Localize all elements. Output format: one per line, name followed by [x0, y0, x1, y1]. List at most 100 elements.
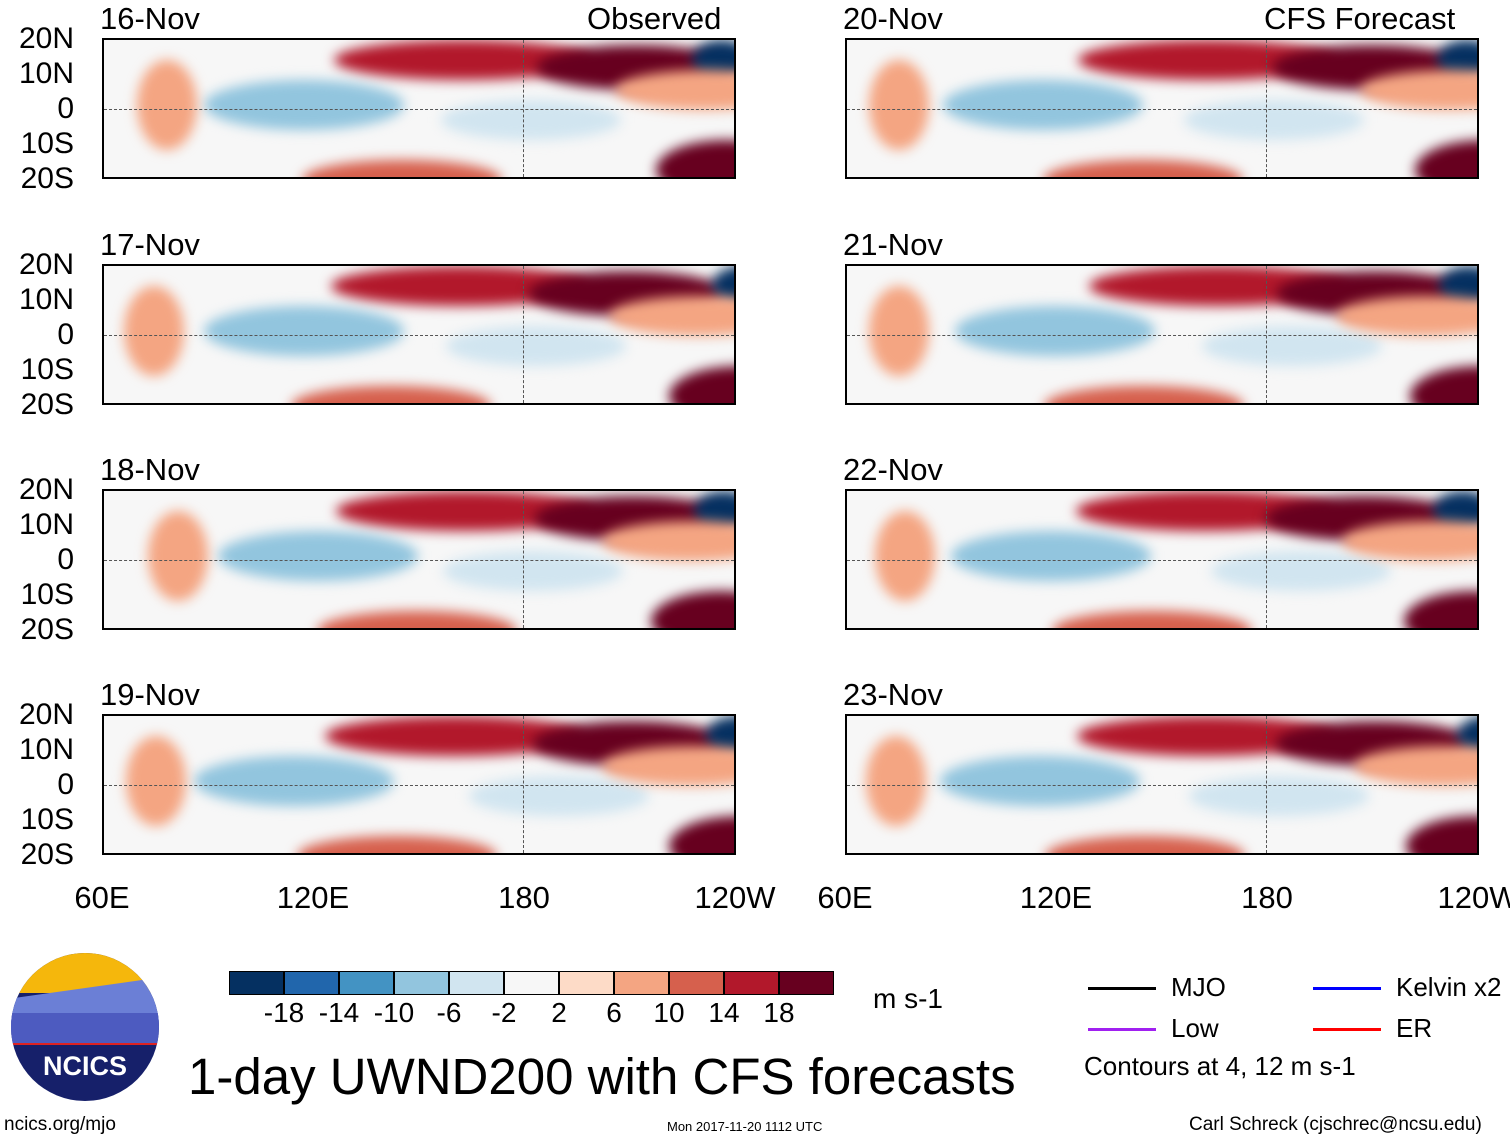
longitude-label: 60E [74, 880, 130, 915]
map-panel [845, 714, 1479, 855]
wind-anomaly-region [1044, 386, 1245, 403]
wind-anomaly-region [1404, 591, 1477, 628]
latitude-label: 10S [20, 803, 74, 836]
longitude-label: 120W [694, 880, 776, 915]
dateline [522, 266, 524, 403]
map-panel [845, 489, 1479, 630]
chart-title: 1-day UWND200 with CFS forecasts [188, 1048, 1016, 1105]
wind-anomaly-region [317, 611, 518, 628]
colorbar-label: 14 [708, 997, 740, 1028]
legend-line [1088, 1028, 1156, 1031]
wind-anomaly-region [297, 836, 498, 853]
dateline [522, 40, 524, 177]
equator-line [104, 559, 734, 561]
equator-line [847, 334, 1477, 336]
colorbar-label: -14 [318, 997, 360, 1028]
wind-anomaly-region [442, 551, 623, 591]
colorbar-swatch [449, 971, 504, 995]
map-panel [102, 38, 736, 179]
wind-anomaly-region [468, 776, 649, 816]
latitude-label: 10N [18, 57, 74, 90]
latitude-label: 20S [20, 838, 74, 871]
map-panel [102, 714, 736, 855]
panel-date: 22-Nov [843, 452, 943, 487]
wind-anomaly-region [1415, 140, 1477, 177]
wind-anomaly-region [291, 386, 492, 403]
wind-anomaly-region [147, 511, 208, 601]
longitude-label: 120E [1019, 880, 1093, 915]
logo-text: NCICS [42, 1051, 127, 1081]
wind-anomaly-region [123, 286, 184, 376]
wind-anomaly-region [1341, 521, 1477, 561]
wind-anomaly-region [668, 366, 734, 403]
right-header: CFS Forecast [1264, 1, 1456, 36]
latitude-label: 20N [18, 473, 74, 506]
legend-label: Low [1171, 1013, 1219, 1043]
colorbar-swatch [394, 971, 449, 995]
ncics-logo: NCICS [11, 953, 159, 1101]
dateline [522, 491, 524, 628]
colorbar-swatch [779, 971, 834, 995]
latitude-label: 20S [20, 162, 74, 195]
wind-anomaly-region [650, 591, 734, 628]
wind-anomaly-region [951, 531, 1152, 581]
wind-anomaly-region [869, 60, 930, 150]
legend-line [1313, 987, 1381, 990]
legend-line [1088, 987, 1156, 990]
panel-date: 18-Nov [100, 452, 200, 487]
latitude-label: 20N [18, 22, 74, 55]
wind-anomaly-region [204, 80, 405, 130]
wind-anomaly-region [942, 80, 1143, 130]
panel-date: 19-Nov [100, 677, 200, 712]
latitude-label: 20N [18, 248, 74, 281]
legend-line [1313, 1028, 1381, 1031]
colorbar-swatch [284, 971, 339, 995]
dateline [1265, 266, 1267, 403]
colorbar-label: -18 [263, 997, 305, 1028]
equator-line [847, 559, 1477, 561]
latitude-label: 0 [57, 318, 74, 351]
dateline [522, 716, 524, 853]
wind-anomaly-region [194, 756, 395, 806]
wind-anomaly-region [218, 531, 419, 581]
longitude-label: 180 [498, 880, 550, 915]
latitude-label: 10S [20, 353, 74, 386]
wind-anomaly-region [939, 756, 1140, 806]
colorbar-label: -10 [373, 997, 415, 1028]
latitude-label: 10N [18, 733, 74, 766]
wind-anomaly-region [602, 521, 734, 561]
wind-anomaly-region [669, 816, 734, 853]
wind-anomaly-region [954, 306, 1155, 356]
colorbar-label: 6 [606, 997, 622, 1028]
colorbar-swatch [559, 971, 614, 995]
colorbar-label: -6 [436, 997, 462, 1028]
latitude-label: 20N [18, 698, 74, 731]
colorbar-swatch [339, 971, 394, 995]
equator-line [104, 784, 734, 786]
latitude-label: 10N [18, 508, 74, 541]
colorbar-swatch [229, 971, 284, 995]
panel-date: 16-Nov [100, 1, 200, 36]
legend-label: ER [1396, 1013, 1433, 1043]
latitude-label: 0 [57, 92, 74, 125]
wind-anomaly-region [875, 511, 936, 601]
panel-date: 23-Nov [843, 677, 943, 712]
colorbar-swatch [669, 971, 724, 995]
colorbar-label: 10 [653, 997, 685, 1028]
wind-anomaly-region [125, 736, 186, 826]
colorbar-label: -2 [491, 997, 517, 1028]
wind-anomaly-region [656, 140, 734, 177]
colorbar-swatch [504, 971, 559, 995]
wind-anomaly-region [1410, 366, 1477, 403]
map-panel [845, 38, 1479, 179]
dateline [1265, 40, 1267, 177]
latitude-label: 20S [20, 388, 74, 421]
wind-anomaly-region [1336, 296, 1477, 336]
longitude-label: 180 [1241, 880, 1293, 915]
wind-anomaly-region [441, 100, 622, 140]
wind-anomaly-region [1189, 776, 1370, 816]
equator-line [104, 334, 734, 336]
panel-date: 20-Nov [843, 1, 943, 36]
footer-timestamp: Mon 2017-11-20 1112 UTC [667, 1119, 823, 1134]
